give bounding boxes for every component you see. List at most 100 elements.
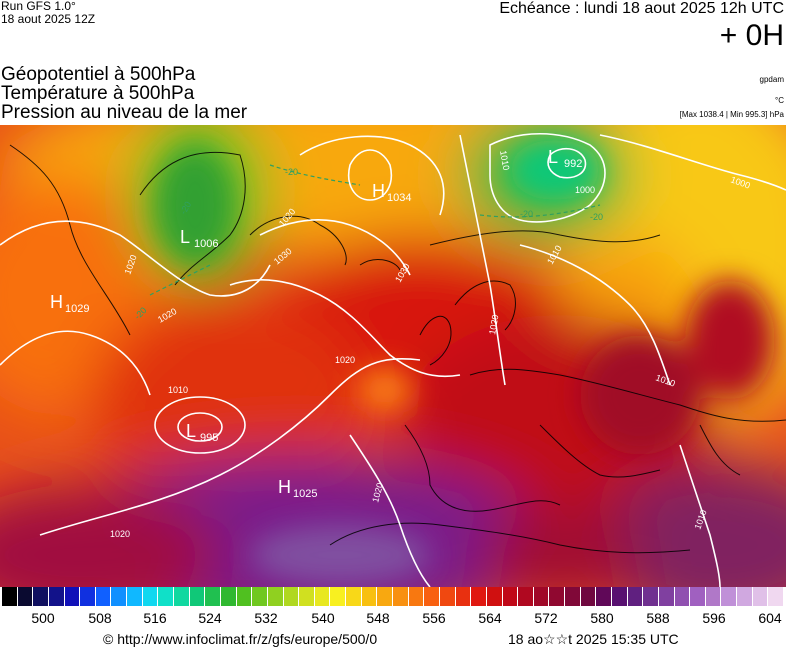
- scale-label: 604: [758, 610, 782, 626]
- color-scale-swatch: [658, 587, 675, 606]
- color-scale-swatch: [502, 587, 519, 606]
- scale-label: 580: [590, 610, 614, 626]
- low-center-value: 1006: [194, 238, 218, 250]
- unit-celsius: °C: [775, 96, 784, 105]
- coastlines: [9, 144, 786, 554]
- color-scale-swatch: [471, 587, 487, 606]
- isobar-label: 1010: [498, 150, 511, 171]
- color-scale-swatch: [158, 587, 175, 606]
- isotherm-label: -20: [590, 212, 603, 222]
- color-scale-swatch: [721, 587, 738, 606]
- color-scale-swatch: [705, 587, 722, 606]
- color-scale-swatch: [486, 587, 503, 606]
- color-scale-bar: [2, 587, 785, 606]
- color-scale-swatch: [33, 587, 49, 606]
- color-scale-swatch: [80, 587, 96, 606]
- unit-gpdam: gpdam: [759, 75, 784, 84]
- color-scale-swatch: [314, 587, 331, 606]
- scale-label: 564: [478, 610, 502, 626]
- color-scale-swatch: [752, 587, 769, 606]
- color-scale-swatch: [174, 587, 190, 606]
- color-scale-swatch: [346, 587, 362, 606]
- scale-label: 540: [311, 610, 335, 626]
- color-scale-swatch: [2, 587, 18, 606]
- isotherms: [149, 164, 601, 296]
- copyright-link[interactable]: © http://www.infoclimat.fr/z/gfs/europe/…: [103, 631, 378, 647]
- title-geopotential: Géopotentiel à 500hPa: [1, 64, 196, 85]
- high-center-letter: H: [50, 292, 63, 312]
- color-scale-swatch: [220, 587, 237, 606]
- scale-label: 588: [646, 610, 670, 626]
- color-scale-swatch: [596, 587, 612, 606]
- color-scale-swatch: [111, 587, 128, 606]
- color-scale-swatch: [236, 587, 253, 606]
- low-center-letter: L: [186, 421, 196, 441]
- high-center-letter: H: [372, 181, 385, 201]
- high-center-value: 1029: [65, 303, 89, 315]
- scale-label: 596: [702, 610, 726, 626]
- color-scale-swatch: [95, 587, 112, 606]
- color-scale-swatch: [611, 587, 628, 606]
- low-center-value: 995: [200, 432, 218, 444]
- color-scale-swatch: [361, 587, 378, 606]
- color-scale-swatch: [565, 587, 581, 606]
- color-scale-swatch: [48, 587, 65, 606]
- color-scale-swatch: [64, 587, 81, 606]
- low-center-value: 992: [564, 158, 582, 170]
- color-scale-swatch: [424, 587, 440, 606]
- scale-label: 548: [366, 610, 390, 626]
- scale-label: 556: [422, 610, 446, 626]
- unit-pressure-range: [Max 1038.4 | Min 995.3] hPa: [679, 110, 784, 119]
- color-scale-swatch: [408, 587, 425, 606]
- scale-label: 532: [254, 610, 278, 626]
- color-scale-swatch: [627, 587, 644, 606]
- run-label: Run GFS 1.0°: [1, 0, 76, 13]
- echeance-label: Echéance : lundi 18 aout 2025 12h UTC: [499, 0, 784, 17]
- isobar-label: 1020: [110, 529, 130, 539]
- color-scale-swatch: [580, 587, 597, 606]
- color-scale-labels: 500 508 516 524 532 540 548 556 564 572 …: [0, 610, 786, 628]
- scale-label: 500: [31, 610, 55, 626]
- color-scale-swatch: [518, 587, 534, 606]
- color-scale-swatch: [283, 587, 300, 606]
- color-scale-swatch: [377, 587, 394, 606]
- scale-label: 572: [534, 610, 558, 626]
- weather-map: L 992 H 1034 L 1006 H 1029 L 995 H 1025 …: [0, 125, 786, 587]
- isobars: [0, 133, 786, 587]
- scale-label: 508: [88, 610, 112, 626]
- color-scale-swatch: [142, 587, 159, 606]
- color-scale-swatch: [439, 587, 456, 606]
- color-scale-swatch: [549, 587, 566, 606]
- color-scale-swatch: [127, 587, 143, 606]
- isobar-label: 1020: [487, 314, 500, 335]
- pressure-centers: L 992 H 1034 L 1006 H 1029 L 995 H 1025: [50, 147, 582, 500]
- run-date: 18 aout 2025 12Z: [1, 12, 96, 26]
- color-scale-swatch: [330, 587, 347, 606]
- forecast-offset: + 0H: [719, 19, 784, 52]
- color-scale-swatch: [17, 587, 34, 606]
- color-scale-swatch: [205, 587, 221, 606]
- color-scale-swatch: [267, 587, 284, 606]
- scale-label: 524: [198, 610, 222, 626]
- scale-label: 516: [143, 610, 167, 626]
- isobar-label: 1000: [575, 185, 595, 195]
- high-center-value: 1034: [387, 192, 411, 204]
- isotherm-label: -20: [285, 167, 298, 177]
- color-scale-swatch: [674, 587, 691, 606]
- color-scale-swatch: [393, 587, 409, 606]
- title-pressure: Pression au niveau de la mer: [1, 102, 248, 123]
- color-scale-swatch: [533, 587, 550, 606]
- generated-timestamp: 18 ao☆☆t 2025 15:35 UTC: [508, 631, 679, 647]
- color-scale-swatch: [299, 587, 315, 606]
- low-center-letter: L: [548, 147, 558, 167]
- isobar-label: 1010: [168, 385, 188, 395]
- color-scale-swatch: [768, 587, 785, 606]
- isotherm-label: -20: [520, 209, 533, 219]
- high-center-letter: H: [278, 477, 291, 497]
- color-scale-swatch: [737, 587, 753, 606]
- isobar-label: 1020: [335, 355, 355, 365]
- high-center-value: 1025: [293, 488, 317, 500]
- title-temperature: Température à 500hPa: [1, 83, 195, 104]
- color-scale-swatch: [189, 587, 206, 606]
- color-scale-swatch: [455, 587, 472, 606]
